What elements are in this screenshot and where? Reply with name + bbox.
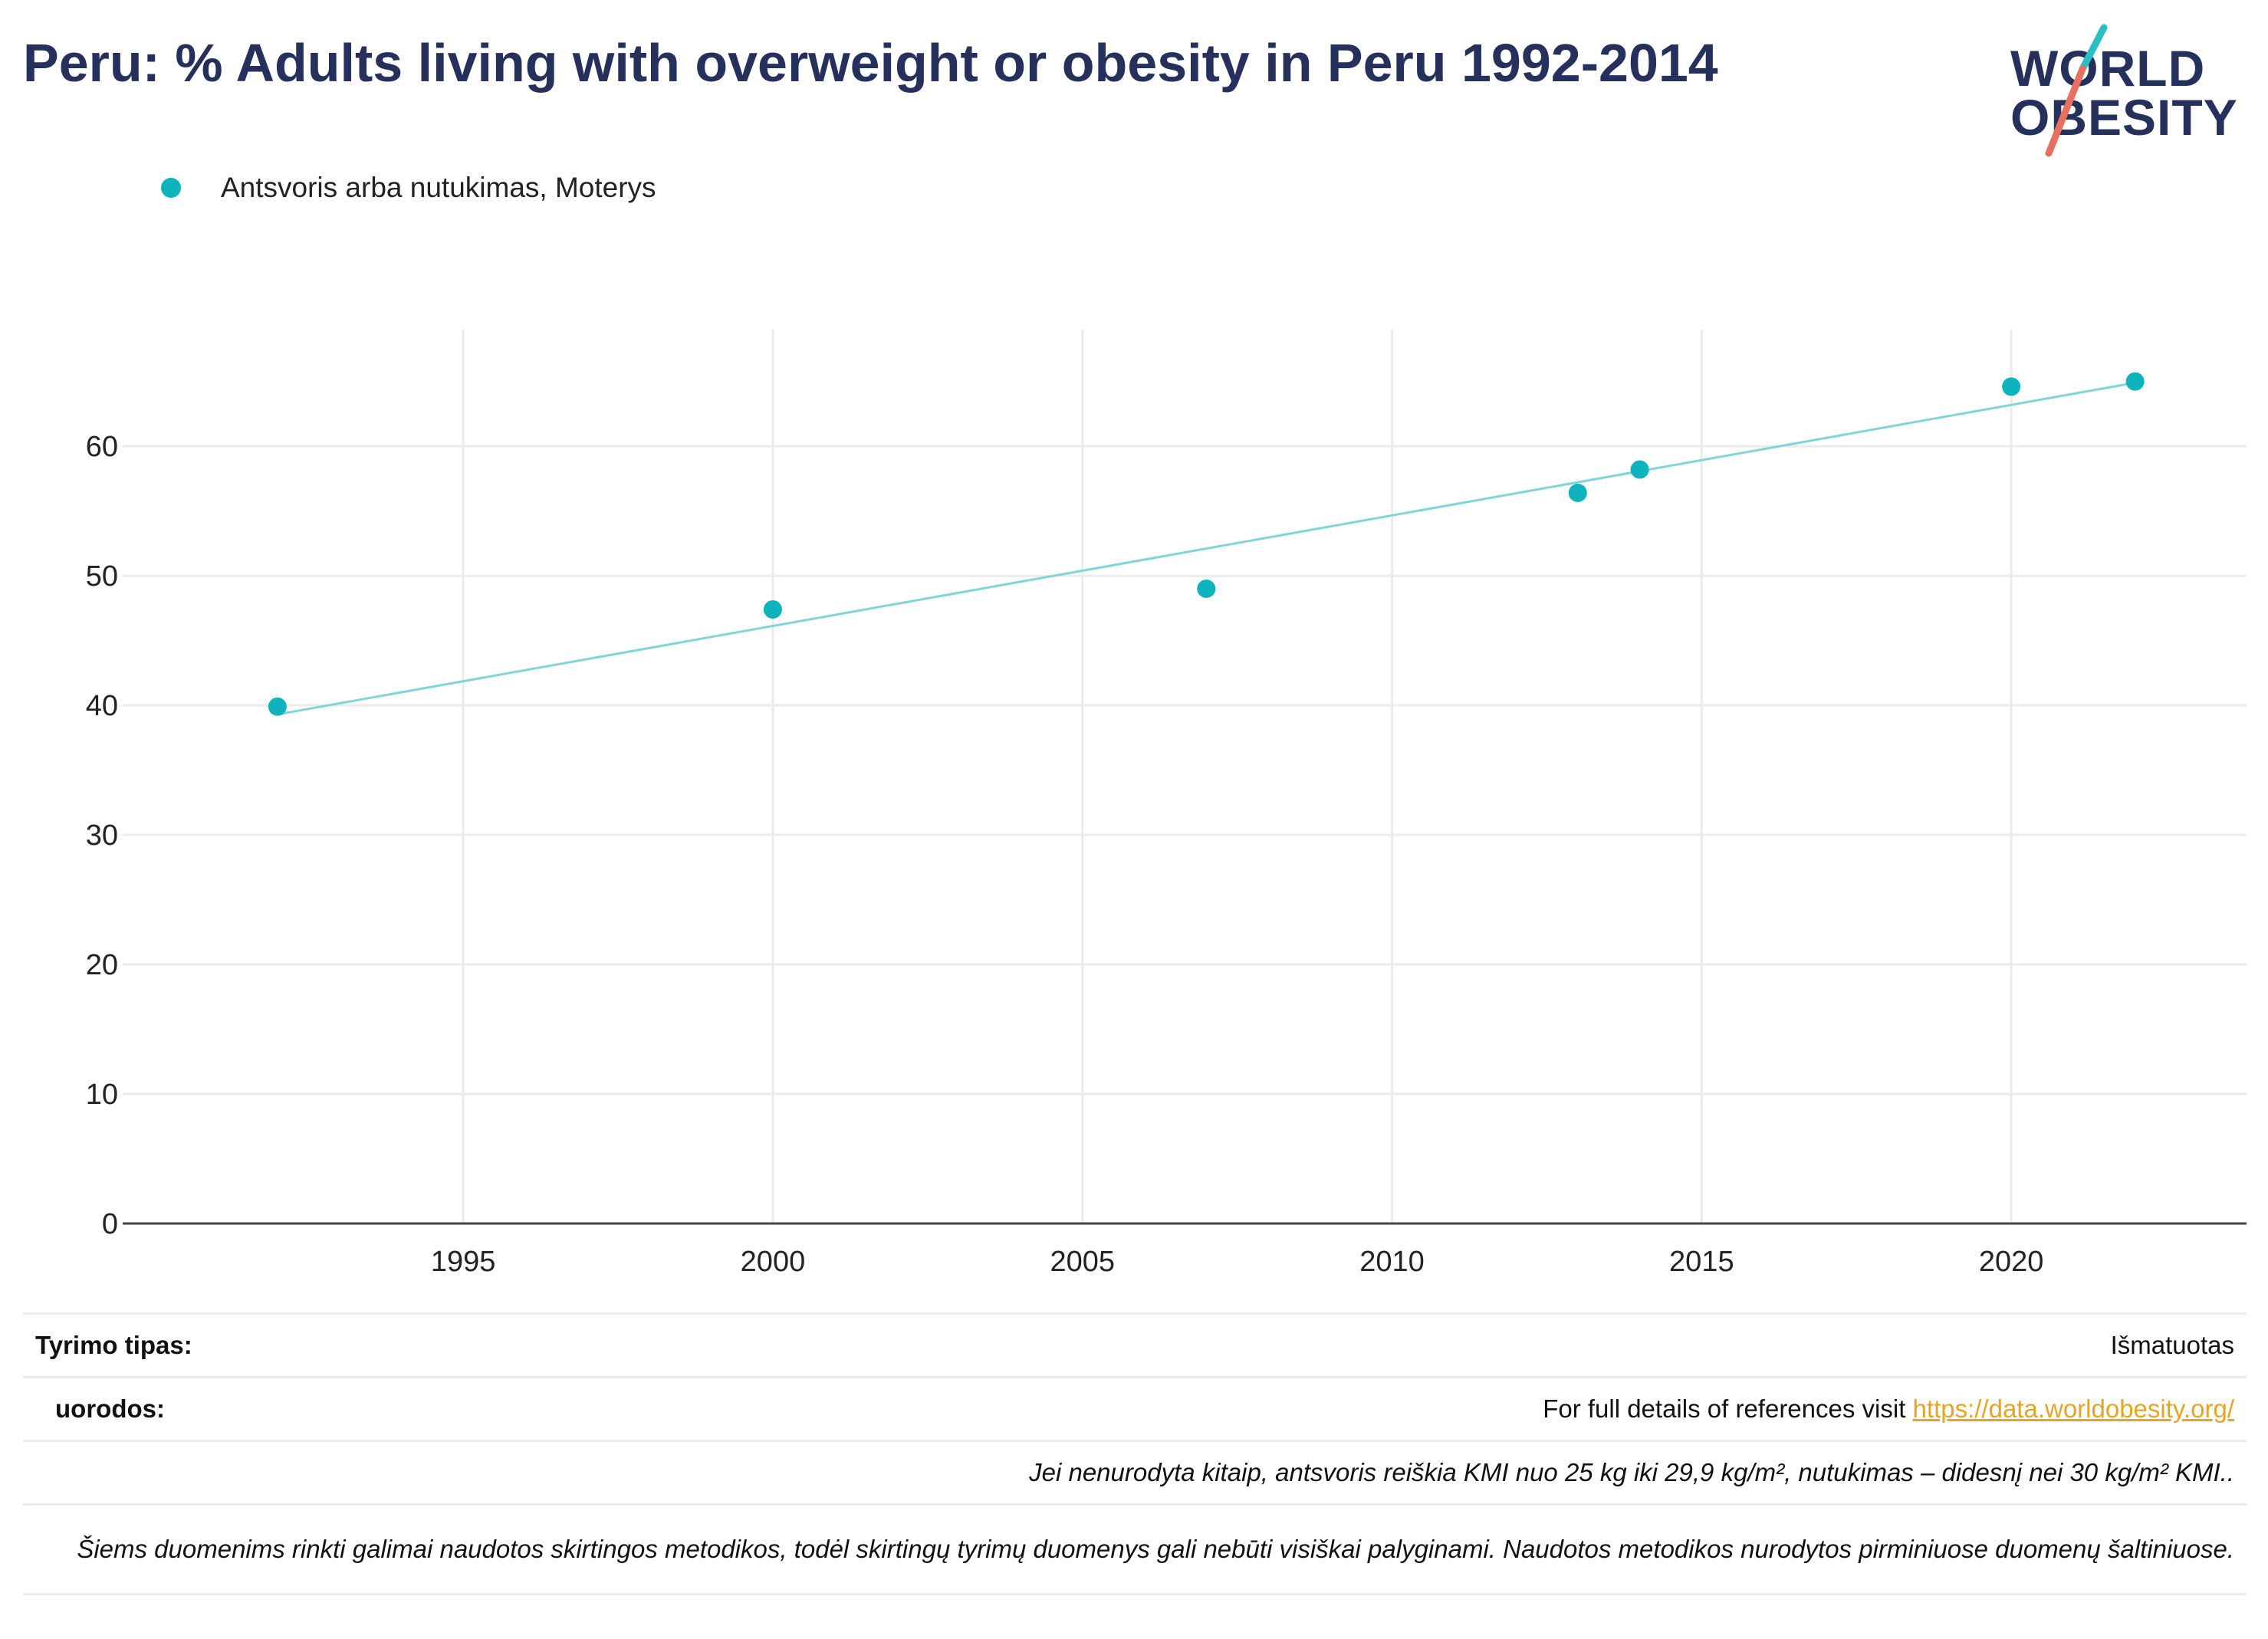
world-obesity-logo: WORLD OBESITY bbox=[1992, 21, 2253, 159]
y-tick-label: 0 bbox=[102, 1208, 118, 1240]
methodology-note-row: Šiems duomenims rinkti galimai naudotos … bbox=[23, 1503, 2247, 1595]
trendline-group bbox=[277, 381, 2135, 716]
x-tick-label: 1995 bbox=[431, 1246, 496, 1278]
references-value: For full details of references visit htt… bbox=[1543, 1394, 2234, 1424]
y-tick-label: 40 bbox=[86, 690, 118, 722]
y-axis-ticks: 0 10 20 30 40 50 60 bbox=[86, 431, 118, 1240]
references-link[interactable]: https://data.worldobesity.org/ bbox=[1912, 1394, 2234, 1423]
data-point bbox=[2125, 372, 2145, 391]
survey-type-label: Tyrimo tipas: bbox=[35, 1331, 192, 1359]
legend-label: Antsvoris arba nutukimas, Moterys bbox=[221, 172, 656, 203]
x-tick-label: 2015 bbox=[1669, 1246, 1734, 1278]
logo-text-obesity: OBESITY bbox=[2010, 89, 2238, 146]
page-title: Peru: % Adults living with overweight or… bbox=[23, 33, 1718, 93]
data-point bbox=[268, 697, 287, 716]
y-tick-label: 20 bbox=[86, 949, 118, 981]
methodology-note: Šiems duomenims rinkti galimai naudotos … bbox=[77, 1534, 2234, 1563]
data-point bbox=[1568, 483, 1587, 502]
definition-note: Jei nenurodyta kitaip, antsvoris reiškia… bbox=[1029, 1458, 2234, 1486]
y-tick-label: 30 bbox=[86, 820, 118, 852]
data-point bbox=[1197, 579, 1216, 598]
y-tick-label: 50 bbox=[86, 560, 118, 593]
chart-grid bbox=[123, 330, 2247, 1224]
x-tick-label: 2000 bbox=[741, 1246, 806, 1278]
x-tick-label: 2020 bbox=[1979, 1246, 2044, 1278]
chart-legend: Antsvoris arba nutukimas, Moterys bbox=[161, 172, 656, 204]
data-point bbox=[1630, 460, 1649, 479]
survey-type-value: Išmatuotas bbox=[2110, 1331, 2234, 1359]
x-axis-ticks: 1995 2000 2005 2010 2015 2020 bbox=[431, 1246, 2043, 1278]
x-tick-label: 2005 bbox=[1050, 1246, 1115, 1278]
legend-marker bbox=[161, 178, 181, 198]
scatter-chart: 0 10 20 30 40 50 60 1995 2000 2005 2010 2015 2020 bbox=[86, 330, 2247, 1278]
chart-footer: Tyrimo tipas: Išmatuotas uorodos: For fu… bbox=[23, 1312, 2247, 1595]
references-text: For full details of references visit bbox=[1543, 1394, 1913, 1423]
data-point bbox=[2002, 377, 2021, 396]
data-point bbox=[763, 600, 782, 619]
logo-text-world: WORLD bbox=[2010, 40, 2206, 97]
references-label: uorodos: bbox=[55, 1394, 165, 1423]
definition-note-row: Jei nenurodyta kitaip, antsvoris reiškia… bbox=[23, 1440, 2247, 1503]
x-tick-label: 2010 bbox=[1359, 1246, 1425, 1278]
y-tick-label: 10 bbox=[86, 1079, 118, 1111]
survey-type-row: Tyrimo tipas: Išmatuotas bbox=[23, 1312, 2247, 1376]
references-row: uorodos: For full details of references … bbox=[23, 1376, 2247, 1440]
data-points bbox=[268, 372, 2145, 716]
y-tick-label: 60 bbox=[86, 431, 118, 463]
trendline bbox=[277, 381, 2135, 716]
logo-slash-icon bbox=[2045, 24, 2108, 157]
